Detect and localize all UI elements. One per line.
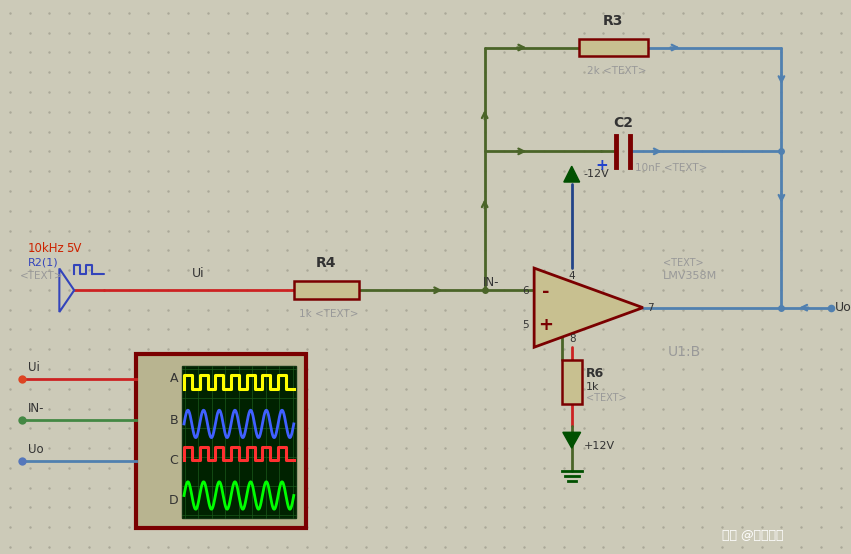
Text: <TEXT>: <TEXT> — [663, 258, 704, 268]
Text: B: B — [169, 414, 178, 427]
Text: R4: R4 — [317, 257, 337, 270]
Text: D: D — [168, 494, 178, 507]
Text: C: C — [169, 454, 178, 468]
Text: 6: 6 — [523, 286, 529, 296]
Text: <TEXT>: <TEXT> — [20, 271, 63, 281]
Text: -12V: -12V — [584, 169, 609, 179]
Text: 4: 4 — [569, 271, 575, 281]
Bar — [579, 39, 648, 57]
Text: R6: R6 — [585, 367, 604, 381]
Bar — [135, 354, 306, 529]
Polygon shape — [564, 166, 580, 182]
Text: 5V: 5V — [66, 242, 82, 255]
Text: <TEXT>: <TEXT> — [585, 393, 626, 403]
Text: 2k <TEXT>: 2k <TEXT> — [587, 66, 647, 76]
Text: IN-: IN- — [483, 276, 500, 289]
Text: +: + — [539, 316, 553, 334]
Polygon shape — [534, 268, 643, 347]
Text: +12V: +12V — [584, 441, 614, 451]
Text: 5: 5 — [523, 320, 529, 330]
Bar — [562, 360, 581, 404]
Bar — [182, 366, 296, 519]
Text: U1:B: U1:B — [668, 345, 701, 359]
Text: Ui: Ui — [191, 268, 204, 280]
Text: IN-: IN- — [28, 402, 44, 415]
Polygon shape — [563, 432, 580, 448]
Text: 7: 7 — [647, 302, 654, 312]
Text: C2: C2 — [614, 116, 633, 130]
Text: Uo: Uo — [835, 301, 851, 314]
Text: 1k <TEXT>: 1k <TEXT> — [299, 309, 358, 319]
Text: A: A — [169, 372, 178, 386]
Text: LMV358M: LMV358M — [663, 271, 717, 281]
Text: +: + — [595, 158, 608, 173]
Text: 10kHz: 10kHz — [28, 242, 65, 255]
Bar — [294, 281, 358, 299]
Text: 10nF <TEXT>: 10nF <TEXT> — [635, 163, 707, 173]
Text: R3: R3 — [603, 14, 624, 28]
Text: Uo: Uo — [28, 443, 43, 455]
Text: R2(1): R2(1) — [28, 258, 59, 268]
Text: 头条 @电卤药丸: 头条 @电卤药丸 — [722, 529, 784, 542]
Text: -: - — [542, 283, 550, 301]
Text: 1k: 1k — [585, 382, 599, 392]
Text: 8: 8 — [569, 334, 575, 345]
Text: Ui: Ui — [28, 361, 39, 373]
